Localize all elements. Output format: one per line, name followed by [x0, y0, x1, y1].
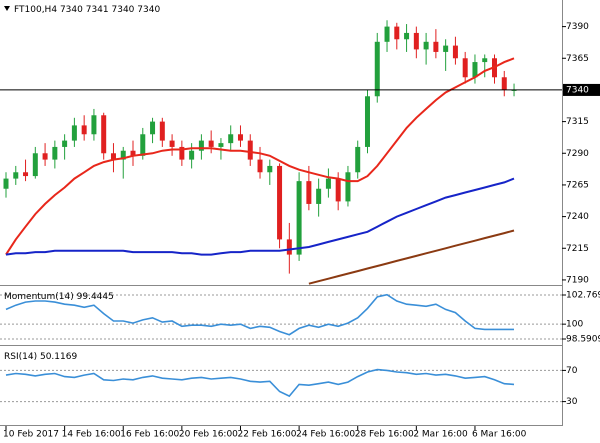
y-tick-label: 7215: [566, 244, 589, 254]
x-tick-label: 24 Feb 16:00: [296, 430, 355, 440]
candle-body: [130, 150, 136, 156]
candle-body: [316, 188, 322, 204]
candle-body: [3, 178, 9, 189]
candle-body: [159, 121, 165, 141]
candle-body: [13, 172, 19, 179]
indicator-title: RSI(14) 50.1169: [4, 352, 77, 362]
candle-body: [394, 26, 400, 40]
candle-body: [42, 153, 48, 160]
y-tick-label: 102.7693: [566, 291, 600, 301]
x-tick-label: 6 Mar 16:00: [472, 430, 527, 440]
candle-body: [355, 146, 361, 173]
y-tick-label: 30: [566, 397, 578, 407]
menu-arrow: [4, 6, 10, 11]
candle-body: [501, 77, 507, 90]
candle-body: [179, 146, 185, 160]
candle-body: [208, 140, 214, 147]
x-tick-label: 10 Feb 2017: [3, 430, 59, 440]
candle-body: [443, 45, 449, 52]
candle-body: [267, 165, 273, 173]
indicator-name: RSI(14): [4, 352, 37, 362]
candle-body: [62, 140, 68, 147]
indicator-value: 99.4445: [77, 292, 114, 302]
last-price-box: [563, 83, 600, 96]
x-tick-label: 28 Feb 16:00: [355, 430, 414, 440]
indicator-value: 50.1169: [40, 352, 77, 362]
candle-body: [81, 125, 87, 135]
moving-average: [5, 177, 515, 256]
quote: 7340: [112, 5, 135, 15]
indicator-name: Momentum(14): [4, 292, 74, 302]
x-tick-label: 14 Feb 16:00: [62, 430, 121, 440]
moving-average: [308, 229, 515, 285]
candle-body: [472, 62, 478, 78]
candle-body: [306, 181, 312, 204]
candle-body: [296, 181, 302, 255]
candle-body: [423, 41, 429, 50]
y-tick-label: 100: [566, 320, 583, 330]
quote: 7341: [86, 5, 109, 15]
candle-body: [150, 121, 156, 135]
candle-body: [384, 26, 390, 42]
candle-body: [247, 140, 253, 160]
candle-body: [404, 32, 410, 40]
candle-body: [413, 32, 419, 50]
candle-body: [462, 58, 468, 78]
last-price-label: 7340: [566, 85, 589, 95]
candle-body: [257, 159, 263, 173]
candle-body: [452, 45, 458, 59]
symbol: FT100,H4: [14, 5, 57, 15]
candle-body: [23, 172, 29, 177]
candle-body: [277, 165, 283, 240]
y-tick-label: 7290: [566, 149, 589, 159]
candle-body: [325, 178, 331, 189]
y-tick-label: 7240: [566, 212, 589, 222]
candle-body: [52, 146, 58, 160]
candle-body: [345, 172, 351, 202]
candle-body: [71, 125, 77, 141]
candle-body: [91, 115, 97, 135]
y-tick-label: 7315: [566, 117, 589, 127]
y-tick-label: 70: [566, 366, 578, 376]
moving-average: [5, 57, 515, 256]
candle-body: [364, 96, 370, 147]
indicator-title: Momentum(14) 99.4445: [4, 292, 114, 302]
candle-body: [218, 143, 224, 147]
indicator-line: [5, 293, 514, 336]
header: FT100,H4 7340 7341 7340 7340: [14, 5, 160, 15]
candle-body: [169, 140, 175, 147]
candle-body: [433, 41, 439, 52]
indicator-line: [5, 368, 515, 398]
x-tick-label: 20 Feb 16:00: [179, 430, 238, 440]
x-tick-label: 2 Mar 16:00: [413, 430, 468, 440]
candle-body: [120, 150, 126, 160]
candle-body: [140, 134, 146, 156]
candle-body: [335, 178, 341, 202]
candle-body: [110, 153, 116, 160]
candle-body: [189, 150, 195, 160]
candle-body: [198, 140, 204, 151]
candle-body: [286, 239, 292, 255]
candle-body: [228, 134, 234, 144]
y-tick-label: 7190: [566, 275, 589, 285]
candle-body: [32, 153, 38, 177]
quote: 7340: [137, 5, 160, 15]
candle-body: [237, 134, 243, 141]
quote: 7340: [60, 5, 83, 15]
x-tick-label: 22 Feb 16:00: [237, 430, 296, 440]
y-tick-label: 7390: [566, 22, 589, 32]
y-tick-label: 7265: [566, 180, 589, 190]
x-tick-label: 16 Feb 16:00: [120, 430, 179, 440]
candle-body: [482, 58, 488, 63]
candle-body: [374, 41, 380, 97]
candle-body: [101, 115, 107, 154]
y-tick-label: 98.5909: [566, 334, 600, 344]
y-tick-label: 7365: [566, 54, 589, 64]
